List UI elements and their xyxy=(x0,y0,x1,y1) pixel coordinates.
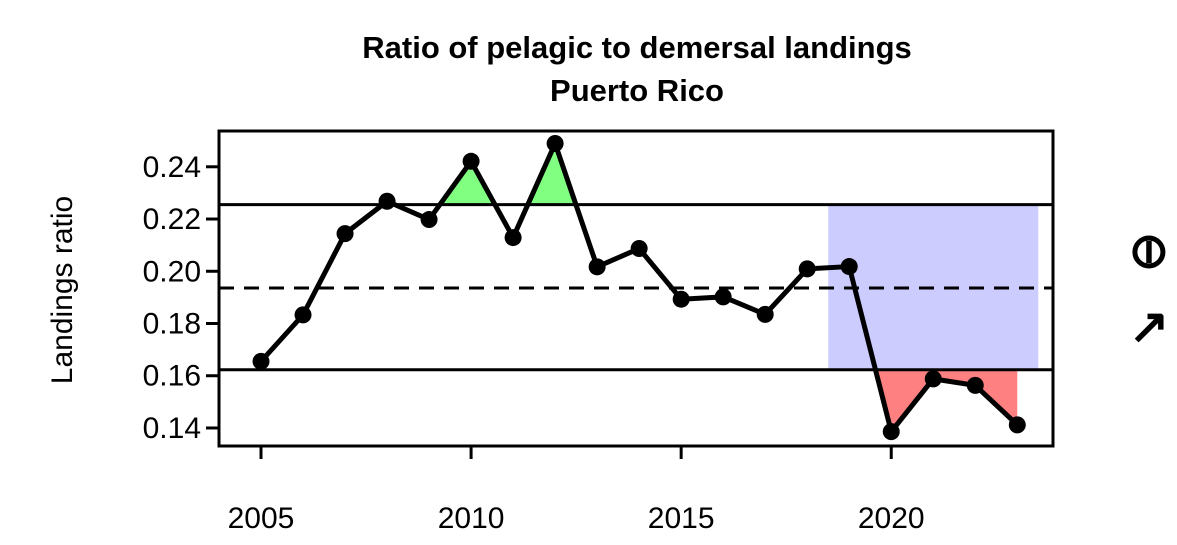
data-point xyxy=(420,211,438,229)
chart-title: Ratio of pelagic to demersal landings xyxy=(362,30,912,65)
data-point xyxy=(546,135,564,153)
data-point xyxy=(756,305,774,323)
y-tick-label: 0.20 xyxy=(143,255,201,288)
above-upper-fill xyxy=(527,143,576,205)
x-tick-label: 2005 xyxy=(228,502,295,535)
x-tick-label: 2015 xyxy=(648,502,715,535)
data-point xyxy=(294,306,312,324)
above-upper-fill xyxy=(439,161,495,205)
y-tick-label: 0.14 xyxy=(143,412,201,445)
data-point xyxy=(252,352,270,370)
data-point xyxy=(378,192,396,210)
data-point xyxy=(840,258,858,276)
y-tick-label: 0.18 xyxy=(143,308,201,341)
reference-lines-layer xyxy=(219,203,1053,372)
data-point xyxy=(1008,416,1026,434)
data-point xyxy=(924,370,942,388)
data-point xyxy=(966,376,984,394)
axes-layer: 0.14 0.16 0.18 0.20 0.22 0.24 2005 2010 2015 2020 xyxy=(143,151,925,535)
y-tick-label: 0.22 xyxy=(143,203,201,236)
trend-indicator-icon: ↘ xyxy=(1122,308,1175,348)
status-indicator-icon: ⊖ xyxy=(1122,232,1175,272)
data-point xyxy=(462,152,480,170)
data-point xyxy=(882,423,900,441)
y-tick-label: 0.24 xyxy=(143,151,201,184)
data-point xyxy=(714,288,732,306)
data-point xyxy=(630,240,648,258)
x-tick-label: 2010 xyxy=(438,502,505,535)
data-point xyxy=(798,260,816,278)
series-layer xyxy=(252,135,1026,441)
y-tick-label: 0.16 xyxy=(143,360,201,393)
data-point xyxy=(588,258,606,276)
data-point xyxy=(504,229,522,247)
data-point xyxy=(336,225,354,243)
y-axis-label: Landings ratio xyxy=(46,196,79,384)
data-point xyxy=(672,290,690,308)
plot-frame xyxy=(217,129,1055,448)
x-tick-label: 2020 xyxy=(858,502,925,535)
chart-subtitle: Puerto Rico xyxy=(550,73,724,108)
